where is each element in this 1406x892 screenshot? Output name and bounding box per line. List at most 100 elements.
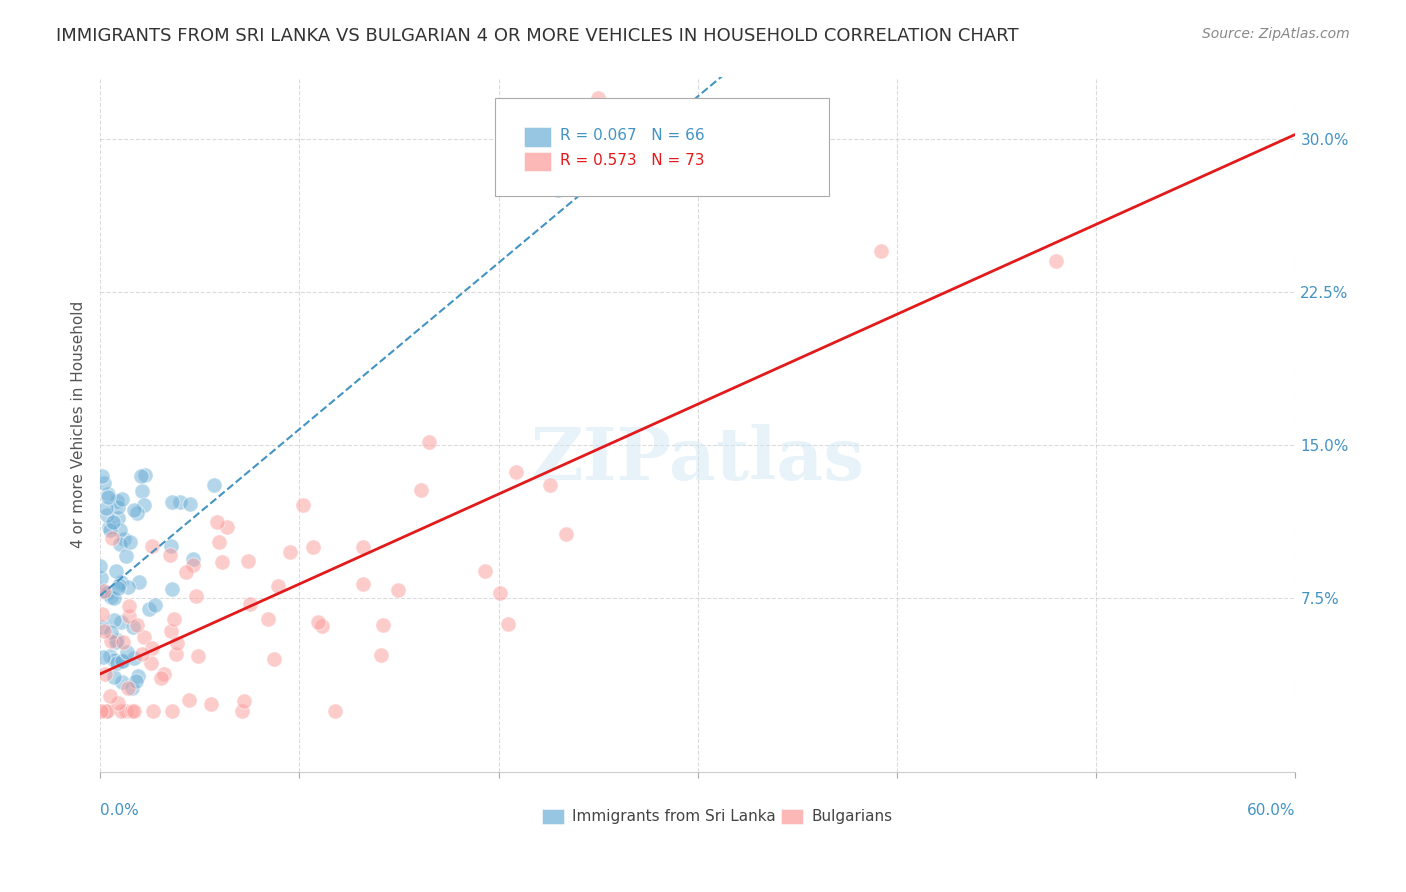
Point <box>278 545 301 559</box>
Point <box>207 515 229 529</box>
Point <box>103 670 125 684</box>
Point <box>160 704 183 718</box>
Point <box>125 506 148 520</box>
Point <box>112 635 135 649</box>
Point <box>103 652 125 666</box>
Point <box>160 624 183 638</box>
Point <box>117 681 139 696</box>
Point <box>208 535 231 549</box>
Point <box>107 510 129 524</box>
Point <box>143 598 166 612</box>
Point <box>311 619 333 633</box>
Point <box>474 564 496 578</box>
Point <box>98 689 121 703</box>
Point <box>231 704 253 718</box>
Text: R = 0.067   N = 66: R = 0.067 N = 66 <box>561 128 704 144</box>
Point <box>93 583 115 598</box>
Point <box>100 624 122 639</box>
Point <box>307 615 329 629</box>
FancyBboxPatch shape <box>495 98 830 195</box>
Point <box>181 558 204 572</box>
Point <box>217 520 239 534</box>
Point <box>1045 254 1067 268</box>
Point <box>91 649 114 664</box>
Point <box>101 531 124 545</box>
Point <box>141 539 163 553</box>
Point <box>555 527 578 541</box>
Point <box>105 633 128 648</box>
Point <box>132 498 155 512</box>
Point <box>267 579 290 593</box>
Point <box>110 615 132 629</box>
Point <box>127 669 149 683</box>
Point <box>128 575 150 590</box>
Point <box>263 651 285 665</box>
Text: Immigrants from Sri Lanka: Immigrants from Sri Lanka <box>572 809 776 824</box>
Point <box>187 649 209 664</box>
Point <box>96 586 118 600</box>
Point <box>387 582 409 597</box>
Point <box>93 476 115 491</box>
Point <box>97 490 120 504</box>
Point <box>111 491 134 506</box>
Point <box>121 681 143 695</box>
Point <box>110 704 132 718</box>
Point <box>94 704 117 718</box>
Bar <box>524 128 551 147</box>
Text: Source: ZipAtlas.com: Source: ZipAtlas.com <box>1202 27 1350 41</box>
Point <box>114 549 136 563</box>
Point <box>184 589 207 603</box>
Point <box>141 640 163 655</box>
Point <box>138 602 160 616</box>
Text: 0.0%: 0.0% <box>100 803 139 818</box>
Point <box>94 666 117 681</box>
Point <box>160 582 183 596</box>
Point <box>352 541 374 555</box>
Y-axis label: 4 or more Vehicles in Household: 4 or more Vehicles in Household <box>72 301 86 549</box>
Point <box>505 465 527 479</box>
Point <box>115 645 138 659</box>
Point <box>131 483 153 498</box>
Point <box>325 704 347 718</box>
Point <box>165 648 187 662</box>
Point <box>121 704 143 718</box>
Point <box>489 586 512 600</box>
Point <box>103 591 125 606</box>
Point <box>108 536 131 550</box>
Point <box>108 578 131 592</box>
Text: ZIPatlas: ZIPatlas <box>530 424 865 495</box>
Point <box>117 580 139 594</box>
Point <box>122 620 145 634</box>
Point <box>181 551 204 566</box>
Point <box>93 624 115 638</box>
Point <box>409 483 432 497</box>
Point <box>352 577 374 591</box>
Point <box>302 541 325 555</box>
Point <box>98 649 121 664</box>
Point <box>110 524 132 538</box>
Point <box>98 523 121 537</box>
Point <box>90 704 112 718</box>
Point <box>159 548 181 562</box>
Point <box>160 495 183 509</box>
Point <box>111 654 134 668</box>
Point <box>131 648 153 662</box>
Point <box>124 503 146 517</box>
Point <box>176 565 198 579</box>
Bar <box>524 152 551 171</box>
Point <box>107 581 129 595</box>
Point <box>103 613 125 627</box>
Point <box>107 696 129 710</box>
Point <box>94 500 117 515</box>
Point <box>97 487 120 501</box>
Point <box>496 616 519 631</box>
Point <box>149 672 172 686</box>
Point <box>98 520 121 534</box>
Bar <box>543 809 564 824</box>
Point <box>169 494 191 508</box>
Point <box>90 607 112 622</box>
Point <box>100 590 122 604</box>
Point <box>373 618 395 632</box>
Point <box>142 704 165 718</box>
Point <box>179 497 201 511</box>
